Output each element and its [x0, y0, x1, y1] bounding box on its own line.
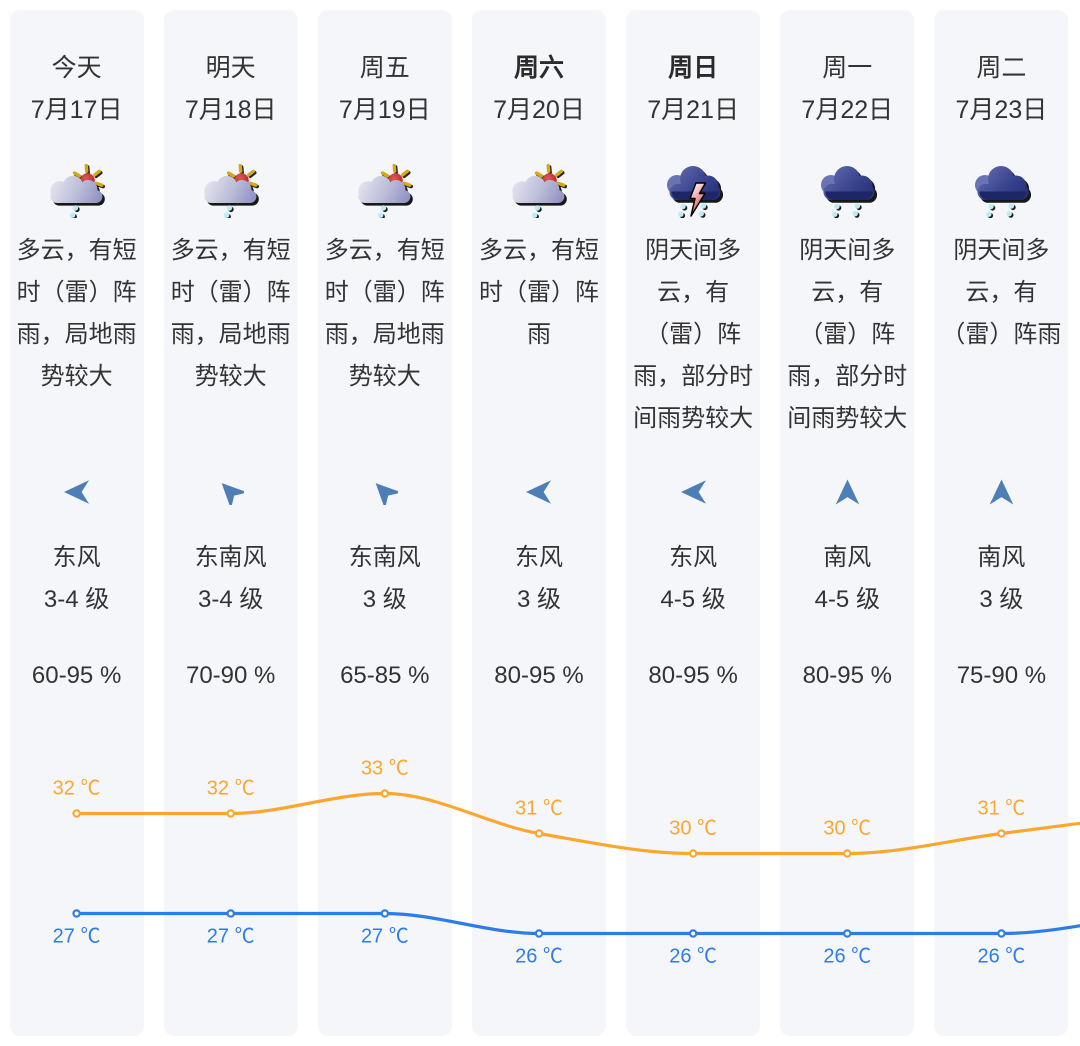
weather-condition: 多云，有短时（雷）阵雨，局地雨势较大 [170, 236, 291, 390]
wind-level: 3-4 级 [43, 585, 110, 613]
day-label: 周一 [822, 53, 873, 82]
weather-condition: 多云，有短时（雷）阵雨 [478, 236, 599, 348]
wind-direction: 南风 [977, 543, 1026, 571]
wind-direction: 东风 [52, 543, 101, 571]
date-label: 7月21日 [647, 95, 739, 124]
wind-direction: 东南风 [194, 543, 267, 571]
wind-direction-arrow-icon [989, 479, 1014, 505]
weather-condition: 阴天间多云，有（雷）阵雨，部分时间雨势较大 [633, 236, 754, 432]
weather-icon-cloud-sun-rain [201, 158, 261, 218]
date-label: 7月20日 [493, 95, 585, 124]
humidity-range: 75-90 % [956, 661, 1047, 689]
day-label: 周二 [976, 53, 1027, 82]
weather-condition: 阴天间多云，有（雷）阵雨 [941, 236, 1062, 348]
weather-icon-rain [817, 158, 877, 218]
day-label: 明天 [205, 53, 256, 82]
day-label: 周五 [359, 53, 410, 82]
wind-direction-arrow-icon [526, 480, 552, 504]
wind-direction: 东风 [669, 543, 718, 571]
humidity-range: 80-95 % [494, 661, 584, 689]
weather-condition: 多云，有短时（雷）阵雨，局地雨势较大 [324, 236, 445, 390]
forecast-card-day5[interactable]: 周日 7月21日 阴天间多云，有（雷）阵雨，部分时间雨势较大 东风 4-5 级 … [626, 9, 761, 1036]
date-label: 7月18日 [184, 95, 277, 124]
wind-direction-arrow-icon [371, 479, 399, 505]
wind-direction-arrow-icon [217, 479, 245, 505]
wind-direction-arrow-icon [64, 480, 90, 504]
wind-direction-arrow-icon [835, 479, 860, 505]
wind-direction: 南风 [823, 543, 872, 571]
day-label: 今天 [51, 53, 102, 82]
wind-direction: 东南风 [348, 543, 421, 571]
humidity-range: 70-90 % [185, 661, 276, 689]
date-label: 7月19日 [338, 95, 431, 124]
wind-level: 3-4 级 [198, 585, 264, 613]
weather-icon-thunderstorm [663, 158, 723, 218]
forecast-card-day6[interactable]: 周一 7月22日 阴天间多云，有（雷）阵雨，部分时间雨势较大 南风 4-5 级 … [780, 9, 915, 1036]
forecast-card-day2[interactable]: 明天 7月18日 多云，有短时（雷）阵雨，局地雨势较大 东南风 3-4 级 70… [163, 9, 298, 1036]
date-label: 7月17日 [30, 95, 123, 124]
wind-level: 3 级 [362, 585, 407, 613]
wind-level: 4-5 级 [660, 585, 726, 613]
forecast-card-day1[interactable]: 今天 7月17日 多云，有短时（雷）阵雨，局地雨势较大 东风 3-4 级 60-… [9, 9, 144, 1036]
humidity-range: 60-95 % [31, 661, 122, 689]
weather-condition: 阴天间多云，有（雷）阵雨，部分时间雨势较大 [787, 236, 908, 432]
wind-level: 3 级 [979, 585, 1024, 613]
date-label: 7月23日 [955, 95, 1048, 124]
date-label: 7月22日 [801, 95, 894, 124]
weather-icon-rain [971, 158, 1031, 218]
weather-condition: 多云，有短时（雷）阵雨，局地雨势较大 [16, 236, 137, 390]
wind-level: 4-5 级 [814, 585, 880, 613]
forecast-card-day3[interactable]: 周五 7月19日 多云，有短时（雷）阵雨，局地雨势较大 东南风 3 级 65-8… [317, 9, 452, 1036]
forecast-card-day7[interactable]: 周二 7月23日 阴天间多云，有（雷）阵雨 南风 3 级 75-90 % [934, 9, 1069, 1036]
wind-direction: 东风 [514, 543, 563, 571]
humidity-range: 80-95 % [802, 661, 892, 689]
humidity-range: 80-95 % [648, 661, 738, 689]
day-label: 周日 [668, 53, 719, 82]
weather-icon-cloud-sun-rain [509, 158, 569, 218]
day-label: 周六 [513, 53, 564, 82]
forecast-card-day4[interactable]: 周六 7月20日 多云，有短时（雷）阵雨 东风 3 级 80-95 % [471, 9, 607, 1036]
wind-direction-arrow-icon [680, 480, 706, 504]
humidity-range: 65-85 % [340, 661, 430, 689]
weather-icon-cloud-sun-rain [355, 158, 415, 218]
wind-level: 3 级 [516, 585, 561, 613]
weather-icon-cloud-sun-rain [47, 158, 107, 218]
